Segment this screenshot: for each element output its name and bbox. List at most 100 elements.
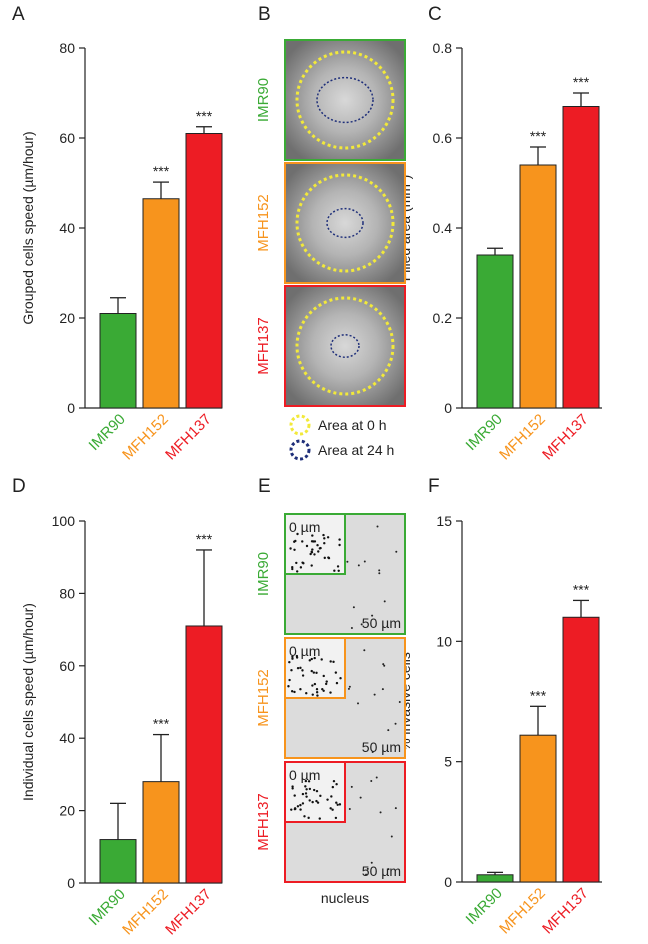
- y-tick-label: 0.8: [433, 40, 453, 56]
- bar: [185, 625, 223, 884]
- nucleus-dot: [322, 533, 325, 537]
- nucleus-dot: [326, 536, 330, 539]
- y-tick-label: 15: [436, 513, 452, 529]
- significance-label: ***: [573, 581, 590, 597]
- caption: nucleus: [321, 890, 369, 906]
- nucleus-dot: [290, 808, 293, 811]
- panel-letter: D: [12, 476, 26, 497]
- y-tick-label: 0: [67, 875, 75, 891]
- legend-swatch: [289, 414, 311, 436]
- y-tick-label: 0: [444, 400, 452, 416]
- row-label: IMR90: [255, 78, 272, 122]
- scale-label: 50 µm: [362, 739, 401, 755]
- panel-letter: B: [258, 4, 271, 25]
- nucleus-dot: [291, 657, 294, 660]
- y-tick-label: 0.6: [433, 130, 453, 146]
- nucleus-dot: [350, 627, 353, 630]
- y-tick-label: 60: [59, 658, 75, 674]
- nucleus-dot: [346, 560, 349, 563]
- nucleus-dot: [327, 556, 330, 559]
- scale-label: 50 µm: [362, 615, 401, 631]
- nucleus-dot: [332, 660, 335, 664]
- nucleus-dot: [308, 659, 311, 662]
- nucleus-dot: [325, 680, 328, 683]
- y-tick-label: 0.4: [433, 220, 453, 236]
- scale-label: 50 µm: [362, 863, 401, 879]
- nucleus-dot: [293, 690, 296, 694]
- legend-label: Area at 24 h: [318, 442, 394, 458]
- nucleus-dot: [323, 556, 326, 560]
- nucleus-dot: [311, 548, 314, 551]
- nucleus-dot: [336, 565, 340, 568]
- nucleus-dot: [307, 816, 310, 820]
- bar: [142, 198, 180, 409]
- nucleus-dot: [299, 566, 303, 569]
- panel-letter: E: [258, 476, 271, 497]
- nucleus-dot: [333, 569, 336, 572]
- nucleus-dot: [332, 779, 336, 783]
- nucleus-dot: [336, 803, 339, 806]
- nucleus-dot: [398, 701, 401, 704]
- nucleus-dot: [308, 787, 312, 791]
- micrograph: [284, 39, 406, 161]
- nucleus-dot: [338, 803, 342, 806]
- nucleus-dot: [295, 561, 298, 565]
- nucleus-dot: [288, 678, 291, 682]
- nucleus-dot: [312, 788, 316, 792]
- nucleus-dot: [296, 570, 299, 573]
- y-tick-label: 0.2: [433, 310, 453, 326]
- nucleus-dot: [319, 794, 322, 798]
- nucleus-dot: [293, 548, 296, 551]
- micrograph: [284, 285, 406, 407]
- panel-letter: C: [428, 4, 442, 25]
- nucleus-dot: [305, 544, 309, 548]
- bar: [142, 781, 180, 884]
- nucleus-dot: [296, 666, 300, 670]
- nucleus-dot: [315, 688, 319, 691]
- significance-label: ***: [530, 687, 547, 703]
- nucleus-dot: [348, 685, 351, 688]
- nucleus-dot: [321, 687, 324, 691]
- nucleus-dot: [310, 550, 313, 554]
- nucleus-dot: [291, 787, 294, 790]
- row-label: MFH152: [255, 669, 272, 727]
- nucleus-dot: [301, 802, 305, 805]
- nucleus-dot: [312, 540, 315, 543]
- nucleus-dot: [304, 792, 308, 795]
- nucleus-dot: [301, 561, 304, 564]
- bar: [99, 313, 137, 409]
- bar: [562, 616, 600, 883]
- significance-label: ***: [573, 74, 590, 90]
- bar: [476, 874, 514, 883]
- legend-swatch: [289, 439, 311, 461]
- nucleus-dot: [338, 538, 341, 541]
- nucleus-dot: [316, 801, 320, 804]
- nucleus-dot: [390, 835, 393, 838]
- nucleus-dot: [291, 567, 294, 571]
- nucleus-dot: [293, 794, 296, 797]
- nucleus-dot: [304, 785, 307, 788]
- nucleus-dot: [329, 660, 332, 663]
- nucleus-dot: [301, 674, 305, 677]
- nucleus-dot: [310, 669, 313, 673]
- x-tick-label: MFH137: [539, 411, 592, 464]
- nucleus-dot: [305, 795, 308, 798]
- nucleus-dot: [360, 623, 363, 626]
- row-label: MFH137: [255, 317, 272, 375]
- nucleus-dot: [357, 564, 360, 567]
- nucleus-dot: [311, 684, 314, 687]
- nucleus-dot: [382, 663, 385, 666]
- x-tick-label: MFH137: [539, 885, 592, 938]
- nucleus-dot: [291, 655, 294, 659]
- x-tick-label: MFH137: [162, 886, 215, 939]
- inset-label: 0 µm: [289, 643, 320, 659]
- nucleus-dot: [296, 805, 300, 808]
- initial-area-outline: [295, 173, 395, 273]
- nucleus-dot: [317, 550, 320, 553]
- row-label: MFH137: [255, 793, 272, 851]
- nucleus-dot: [315, 671, 318, 675]
- nucleus-dot: [363, 649, 366, 652]
- bar: [519, 734, 557, 883]
- nucleus-dot: [295, 654, 299, 658]
